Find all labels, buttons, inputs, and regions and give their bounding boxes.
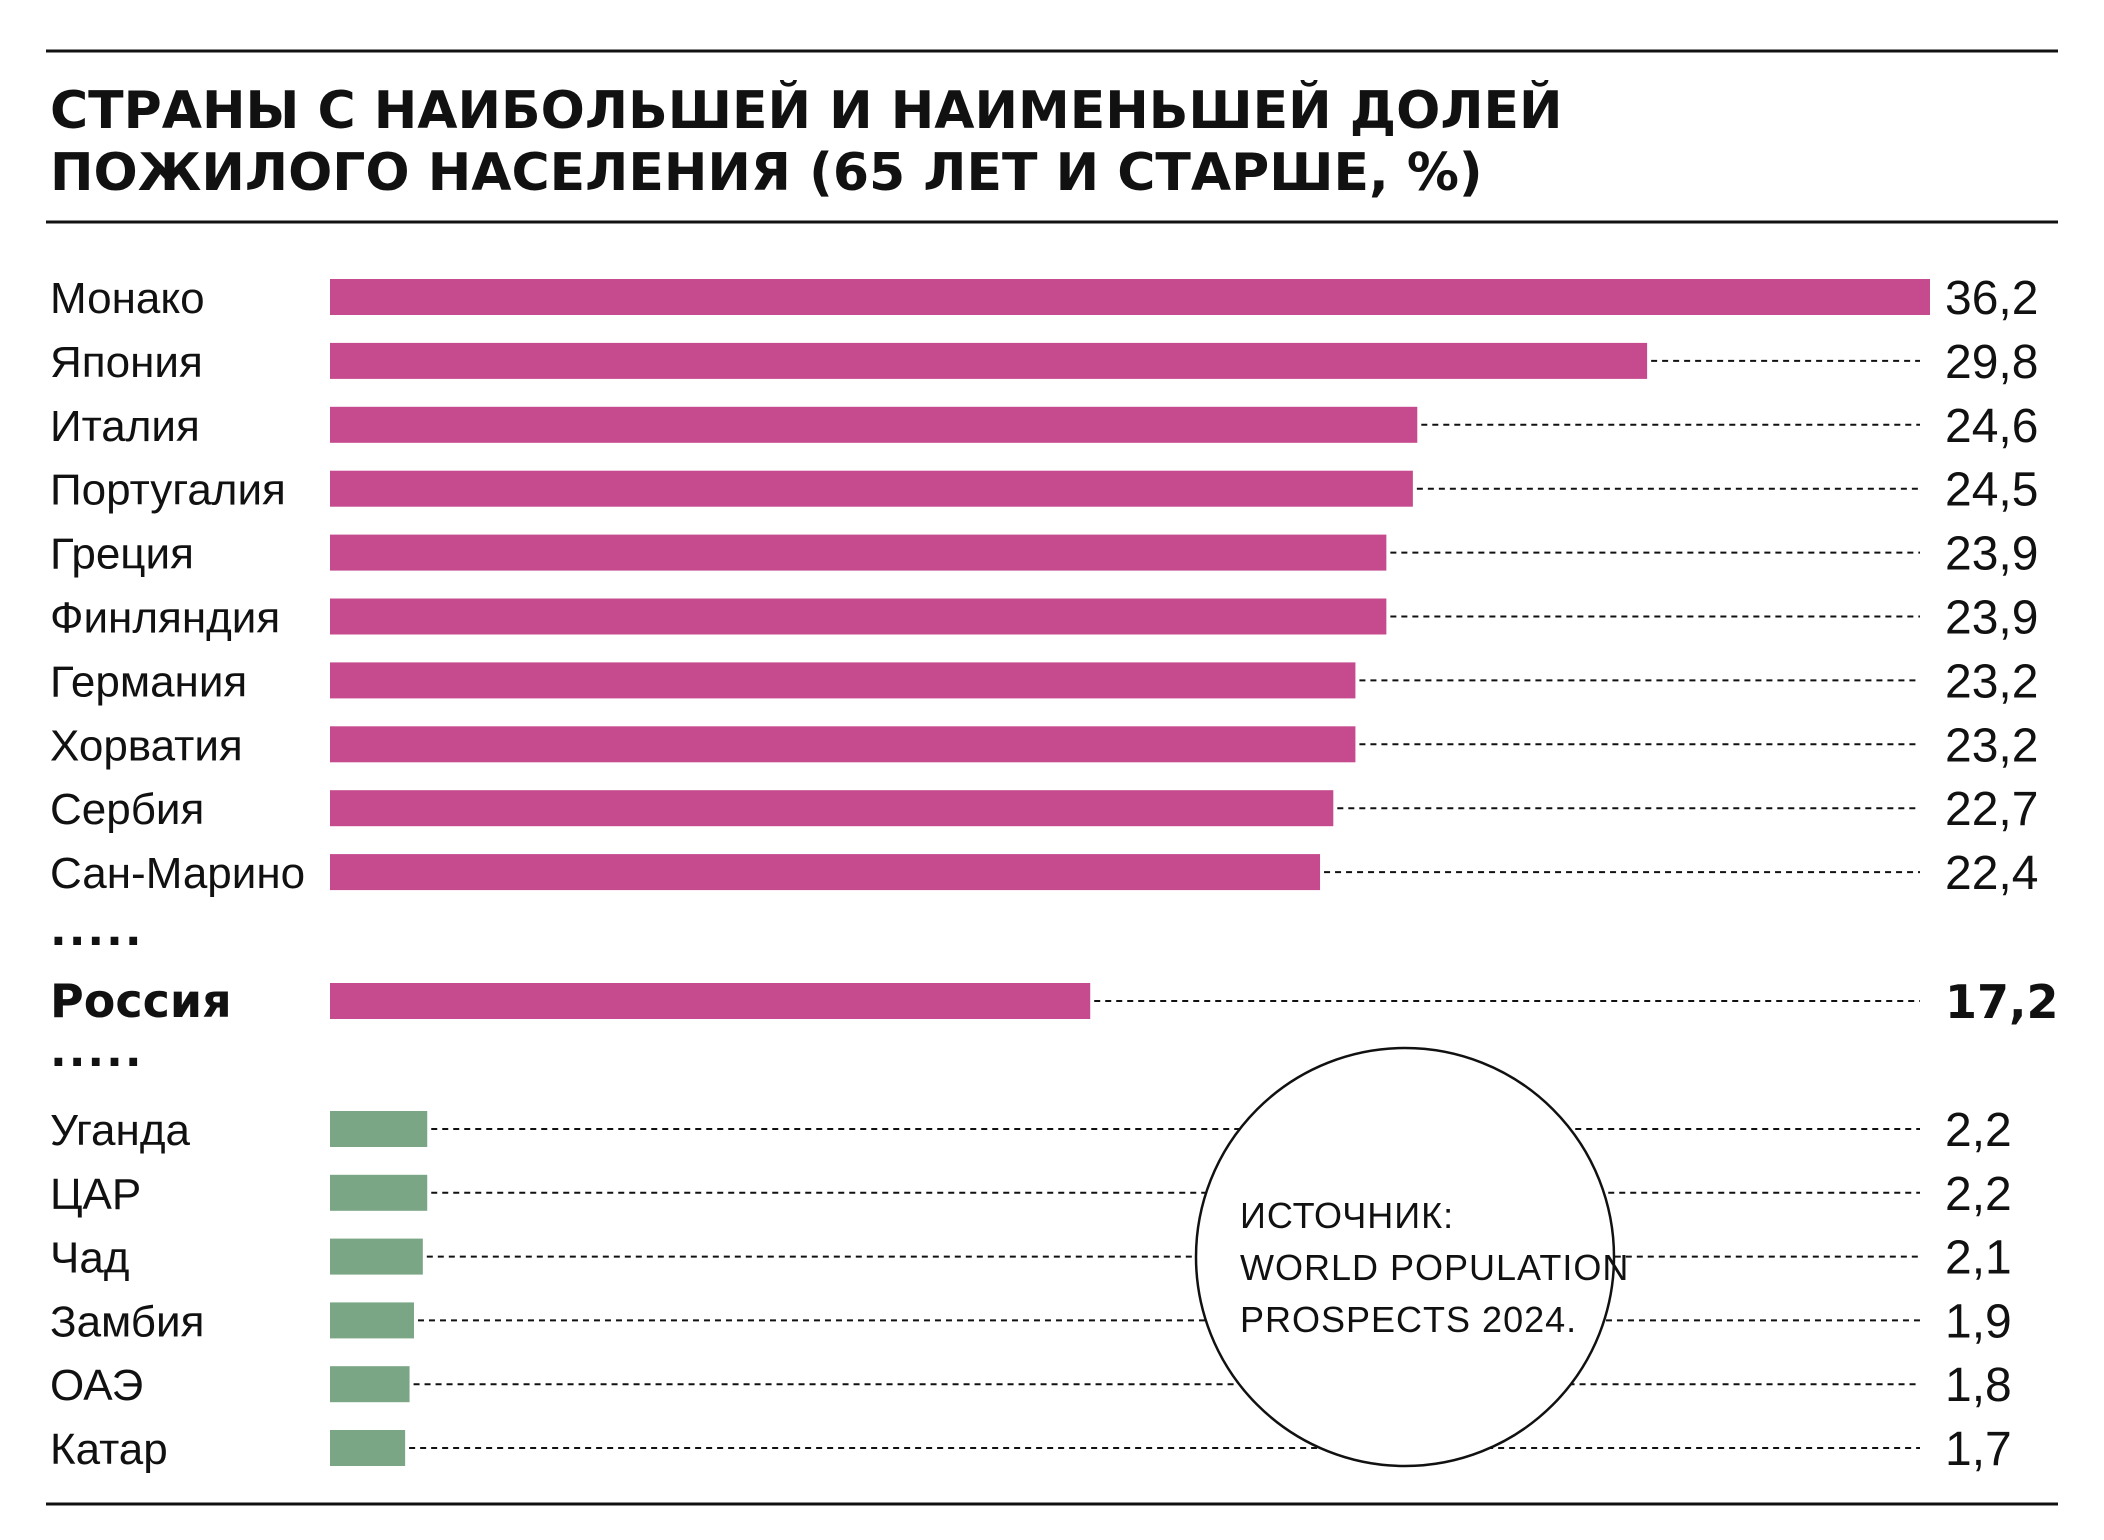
category-label: Италия [50, 402, 200, 451]
bar [330, 1111, 428, 1147]
value-label: 22,4 [1945, 847, 2038, 900]
value-label: 2,2 [1945, 1104, 2012, 1157]
value-label: 1,8 [1945, 1359, 2012, 1412]
category-label: Германия [50, 657, 247, 706]
bar [330, 662, 1356, 699]
category-label: Сербия [50, 785, 204, 834]
bar-rows: Монако 36,2 Япония 29,8 Италия 24,6 Португалия… [50, 272, 2059, 1476]
source-circle [1194, 1046, 1616, 1468]
bar [330, 983, 1091, 1019]
value-label: 22,7 [1945, 783, 2038, 836]
source-line-1: ИСТОЧНИК: [1240, 1195, 1454, 1236]
chart-title-line-2: ПОЖИЛОГО НАСЕЛЕНИЯ (65 ЛЕТ И СТАРШЕ, %) [50, 143, 1483, 203]
source-line-2: WORLD POPULATION [1240, 1247, 1629, 1288]
category-label: Монако [50, 274, 205, 323]
category-label: Замбия [50, 1297, 204, 1346]
value-label: 17,2 [1945, 975, 2059, 1029]
category-label: Уганда [50, 1106, 191, 1155]
value-label: 2,2 [1945, 1168, 2012, 1221]
category-label: ЦАР [50, 1170, 141, 1219]
category-label: Япония [50, 338, 203, 387]
category-label: Финляндия [50, 594, 280, 643]
value-label: 36,2 [1945, 272, 2038, 325]
category-label: ОАЭ [50, 1361, 143, 1410]
category-label: Португалия [50, 466, 286, 515]
bar [330, 534, 1387, 571]
separator-dots-upper: ..... [50, 905, 144, 956]
separator-dots-lower: ..... [50, 1026, 144, 1077]
bar [330, 598, 1387, 635]
value-label: 23,2 [1945, 719, 2038, 772]
category-label: Греция [50, 530, 194, 579]
bar [330, 406, 1418, 443]
category-label: Хорватия [50, 721, 243, 770]
bar [330, 854, 1321, 891]
bar [330, 726, 1356, 763]
value-label: 1,7 [1945, 1423, 2012, 1476]
value-label: 2,1 [1945, 1232, 2012, 1285]
chart-title-line-1: СТРАНЫ С НАИБОЛЬШЕЙ И НАИМЕНЬШЕЙ ДОЛЕЙ [50, 80, 1563, 141]
bar [330, 1302, 414, 1339]
category-label: Сан-Марино [50, 849, 305, 898]
bar [330, 1366, 410, 1403]
value-label: 24,5 [1945, 464, 2038, 517]
bar [330, 279, 1930, 315]
bar [330, 342, 1648, 379]
value-label: 23,9 [1945, 528, 2038, 581]
category-label: Катар [50, 1425, 168, 1474]
bar [330, 1238, 423, 1275]
category-label: Чад [50, 1234, 129, 1283]
value-label: 1,9 [1945, 1295, 2012, 1348]
bar [330, 470, 1413, 507]
value-label: 23,9 [1945, 592, 2038, 645]
source-badge: ИСТОЧНИК: WORLD POPULATION PROSPECTS 202… [1194, 1046, 1629, 1468]
value-label: 23,2 [1945, 655, 2038, 708]
value-label: 24,6 [1945, 400, 2038, 453]
bar [330, 1174, 428, 1211]
bar [330, 1430, 406, 1466]
bar [330, 790, 1334, 827]
value-label: 29,8 [1945, 336, 2038, 389]
category-label: Россия [50, 974, 232, 1028]
source-line-3: PROSPECTS 2024. [1240, 1299, 1577, 1340]
